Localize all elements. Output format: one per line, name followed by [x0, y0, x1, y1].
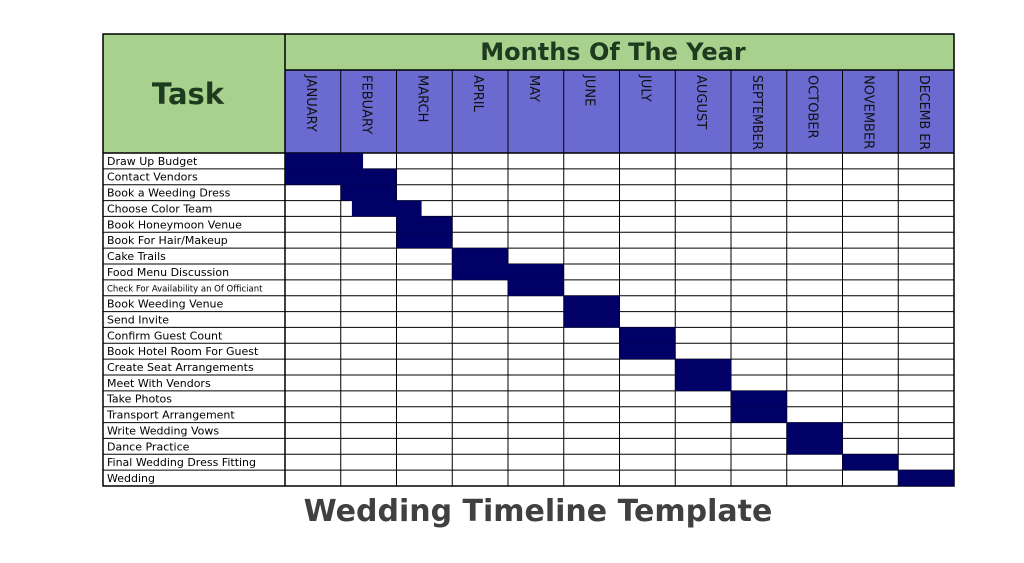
task-label: Book a Weeding Dress	[107, 187, 231, 200]
task-label: Book Honeymoon Venue	[107, 218, 242, 231]
task-bar	[842, 454, 899, 471]
month-label: MAY	[526, 75, 541, 102]
task-label: Write Wedding Vows	[107, 424, 219, 437]
task-bar	[675, 359, 731, 375]
month-header-8	[675, 70, 731, 153]
task-header-cell	[103, 34, 285, 153]
month-label: NOVEMBER	[860, 75, 875, 149]
task-label: Meet With Vendors	[107, 377, 211, 390]
task-label: Contact Vendors	[107, 171, 198, 184]
task-label: Book For Hair/Makeup	[107, 234, 228, 247]
task-bar	[396, 216, 453, 233]
month-label: FEBUARY	[359, 75, 374, 134]
task-bar	[675, 375, 731, 391]
month-label: AUGUST	[693, 75, 708, 129]
task-labels: Draw Up Budget Contact Vendors Book a Weed…	[106, 155, 263, 485]
task-bar	[285, 153, 364, 169]
month-header-4	[452, 70, 508, 153]
wedding-timeline-chart: Task Months Of The Year JANUARY FEBUARY MA…	[102, 33, 955, 487]
task-bar	[563, 311, 620, 328]
month-label: SEPTEMBER	[749, 75, 764, 150]
month-label: MARCH	[414, 75, 429, 122]
task-label: Send Invite	[107, 313, 169, 326]
task-bar	[396, 232, 453, 249]
task-label: Food Menu Discussion	[107, 266, 229, 279]
task-label: Cake Trails	[107, 250, 166, 263]
month-header-9	[731, 70, 787, 153]
task-label: Final Wedding Dress Fitting	[107, 456, 256, 469]
task-label: Draw Up Budget	[107, 155, 198, 168]
months-header-cell	[285, 34, 954, 70]
month-label: JANUARY	[303, 74, 318, 132]
month-label: APRIL	[470, 75, 485, 113]
month-header-6	[563, 70, 620, 153]
task-label: Check For Availability an Of Officiant	[107, 285, 263, 295]
month-header-10	[786, 70, 843, 153]
months-header-title: Months Of The Year	[480, 38, 746, 66]
month-header-11	[842, 70, 899, 153]
task-label: Book Hotel Room For Guest	[107, 345, 259, 358]
task-label: Create Seat Arrangements	[107, 361, 254, 374]
month-label: DECEMB ER	[916, 75, 931, 150]
task-label: Wedding	[107, 472, 155, 485]
task-bar	[786, 438, 843, 455]
task-bar	[898, 470, 954, 486]
month-header-7	[619, 70, 676, 153]
task-bars	[285, 153, 954, 486]
task-label: Book Weeding Venue	[107, 298, 224, 311]
task-header-label: Task	[152, 77, 225, 111]
chart-caption: Wedding Timeline Template	[303, 494, 773, 529]
month-header-3	[396, 70, 453, 153]
task-bar	[285, 168, 397, 185]
task-bar	[563, 295, 620, 312]
month-header-5	[508, 70, 564, 153]
task-label: Choose Color Team	[107, 202, 212, 215]
month-header-1	[285, 70, 341, 153]
month-label: JUNE	[582, 74, 597, 106]
task-bar	[786, 422, 843, 439]
task-bar	[340, 184, 397, 201]
grid-lines	[102, 33, 955, 487]
task-bar	[452, 248, 508, 264]
task-bar	[731, 406, 787, 423]
task-bar	[351, 200, 422, 217]
month-label: JULY	[637, 74, 652, 102]
month-label: OCTOBER	[805, 75, 820, 139]
month-columns: JANUARY FEBUARY MARCH APRIL MAY JUNE JULY AUGUS…	[285, 70, 954, 153]
table-border	[102, 33, 955, 487]
task-label: Dance Practice	[107, 440, 190, 453]
task-bar	[619, 343, 676, 360]
task-bar	[731, 390, 787, 407]
task-bar	[619, 327, 676, 344]
task-label: Transport Arrangement	[106, 409, 235, 422]
month-header-12	[898, 70, 954, 153]
task-label: Confirm Guest Count	[107, 329, 223, 342]
task-bar	[508, 279, 564, 296]
task-bar	[452, 264, 564, 280]
month-header-2	[340, 70, 397, 153]
task-label: Take Photos	[106, 393, 172, 406]
